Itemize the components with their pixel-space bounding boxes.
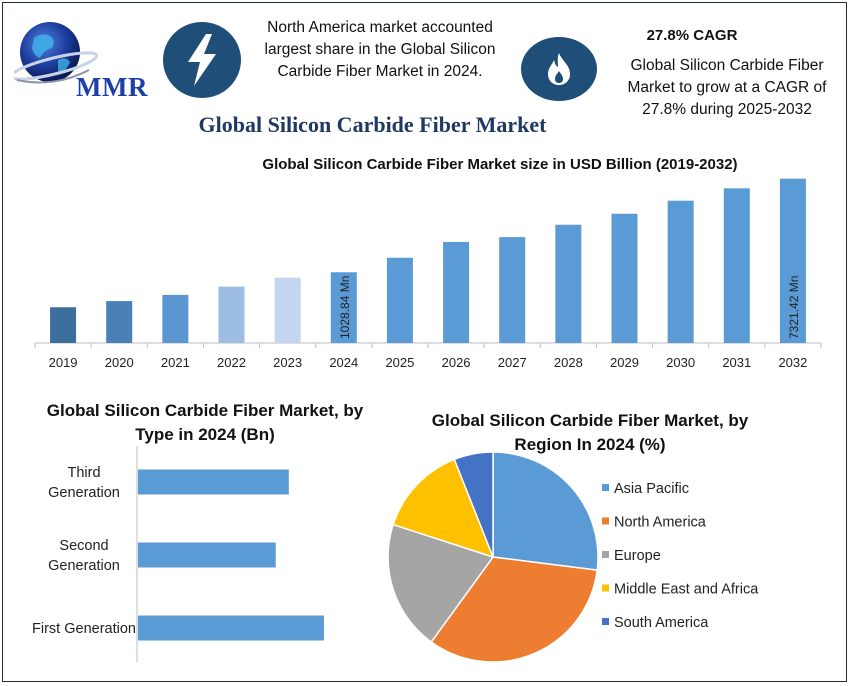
bar-2019 [50,307,77,343]
x-tick-label: 2031 [722,355,751,370]
x-tick-label: 2019 [49,355,78,370]
bar-2027 [499,237,526,343]
type-chart-title: Global Silicon Carbide Fiber Market, by … [46,401,364,444]
mmr-logo: MMR [9,20,159,102]
bar-2030 [667,200,694,343]
x-tick-label: 2028 [554,355,583,370]
bar-2020 [106,301,133,343]
logo-text: MMR [76,72,148,102]
x-tick-label: 2030 [666,355,695,370]
region-chart-title: Global Silicon Carbide Fiber Market, by … [431,411,749,454]
market-size-chart-title: Global Silicon Carbide Fiber Market size… [262,156,738,173]
lightning-bolt-icon [163,22,241,98]
bar-2021 [162,294,189,343]
bar-2032 [779,178,806,343]
bar-2031 [723,188,750,343]
cagr-description: Global Silicon Carbide Fiber Market to g… [627,57,827,118]
flame-icon [521,37,597,101]
x-tick-label: 2020 [105,355,134,370]
x-tick-label: 2029 [610,355,639,370]
page-title: Global Silicon Carbide Fiber Market [198,112,547,137]
data-label-2032: 7321.42 Mn [787,276,801,339]
data-label-2024: 1028.84 Mn [338,276,352,339]
bar-2026 [443,241,470,343]
cagr-heading: 27.8% CAGR [646,27,738,44]
bar-2023 [274,277,301,343]
x-tick-label: 2023 [273,355,302,370]
x-tick-label: 2024 [329,355,358,370]
x-tick-label: 2021 [161,355,190,370]
bar-2028 [555,224,582,343]
north-america-share-text: North America market accounted largest s… [264,19,496,80]
bar-2025 [386,257,413,343]
x-tick-label: 2025 [385,355,414,370]
bar-2024 [330,272,357,343]
x-tick-label: 2027 [498,355,527,370]
bar-2029 [611,213,638,343]
x-tick-label: 2032 [778,355,807,370]
bar-2022 [218,286,245,343]
x-tick-label: 2026 [442,355,471,370]
x-tick-label: 2022 [217,355,246,370]
